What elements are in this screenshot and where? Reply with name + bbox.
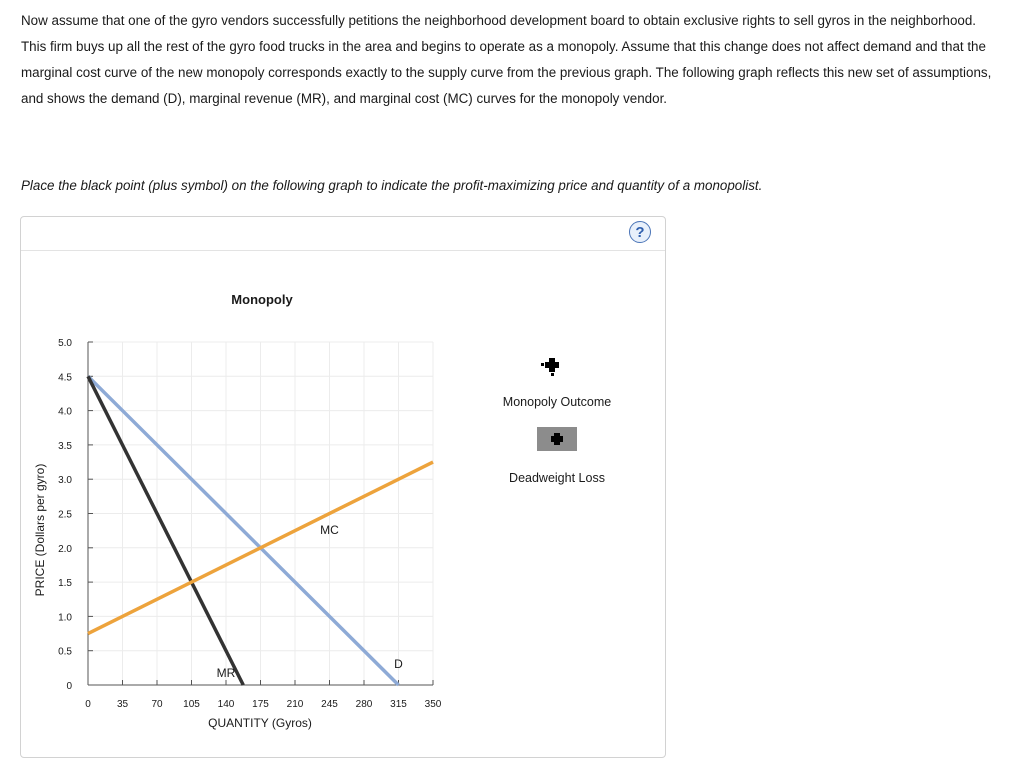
y-tick-label: 2.5 bbox=[58, 510, 72, 521]
grid bbox=[88, 341, 434, 685]
plus-symbol-icon bbox=[551, 433, 563, 445]
x-tick-label: 140 bbox=[218, 699, 235, 710]
help-icon[interactable]: ? bbox=[629, 221, 651, 243]
monopoly-outcome-tool[interactable] bbox=[541, 353, 565, 377]
y-tick-label: 0.5 bbox=[58, 647, 72, 658]
curves bbox=[86, 375, 434, 687]
x-tick-label: 315 bbox=[390, 699, 407, 710]
x-tick-label: 280 bbox=[356, 699, 373, 710]
curve-labels: D MR MC bbox=[217, 523, 404, 680]
x-tick-label: 350 bbox=[425, 699, 442, 710]
panel-header bbox=[21, 217, 665, 251]
chart-title: Monopoly bbox=[231, 292, 293, 307]
monopoly-outcome-label: Monopoly Outcome bbox=[502, 395, 612, 409]
axes: 0 0.5 1.0 1.5 2.0 2.5 3.0 3.5 4.0 4.5 5.0 0 35 70 105 1… bbox=[58, 338, 442, 710]
x-tick-label: 210 bbox=[287, 699, 304, 710]
y-tick-label: 4.0 bbox=[58, 407, 72, 418]
y-tick-label: 4.5 bbox=[58, 372, 72, 383]
monopoly-chart[interactable]: Monopoly PRICE (Dollars per gyro) QUANTI… bbox=[21, 217, 665, 747]
curve-mc bbox=[87, 460, 434, 636]
curve-d bbox=[86, 375, 400, 687]
y-tick-label: 2.0 bbox=[58, 544, 72, 555]
graph-panel: ? Monopoly PRICE (Dollars per gyro) QUAN… bbox=[20, 216, 666, 758]
deadweight-loss-label: Deadweight Loss bbox=[509, 471, 605, 485]
y-tick-label: 1.0 bbox=[58, 612, 72, 623]
curve-label-d: D bbox=[394, 657, 403, 671]
deadweight-loss-tool[interactable] bbox=[537, 427, 577, 451]
instruction-text: Place the black point (plus symbol) on t… bbox=[21, 178, 763, 193]
y-axis-label: PRICE (Dollars per gyro) bbox=[33, 464, 47, 597]
x-tick-label: 175 bbox=[252, 699, 269, 710]
plus-symbol-icon bbox=[541, 358, 559, 376]
curve-mr bbox=[86, 375, 245, 686]
x-tick-label: 105 bbox=[183, 699, 200, 710]
x-tick-label: 0 bbox=[85, 699, 91, 710]
curve-label-mr: MR bbox=[217, 666, 236, 680]
x-tick-label: 70 bbox=[151, 699, 163, 710]
curve-label-mc: MC bbox=[320, 523, 339, 537]
x-tick-label: 35 bbox=[117, 699, 129, 710]
x-axis-label: QUANTITY (Gyros) bbox=[208, 716, 312, 730]
y-tick-label: 1.5 bbox=[58, 578, 72, 589]
y-tick-label: 3.5 bbox=[58, 441, 72, 452]
intro-paragraph: Now assume that one of the gyro vendors … bbox=[21, 13, 992, 106]
y-tick-label: 3.0 bbox=[58, 475, 72, 486]
y-tick-label: 0 bbox=[66, 681, 72, 692]
y-tick-label: 5.0 bbox=[58, 338, 72, 349]
x-tick-label: 245 bbox=[321, 699, 338, 710]
